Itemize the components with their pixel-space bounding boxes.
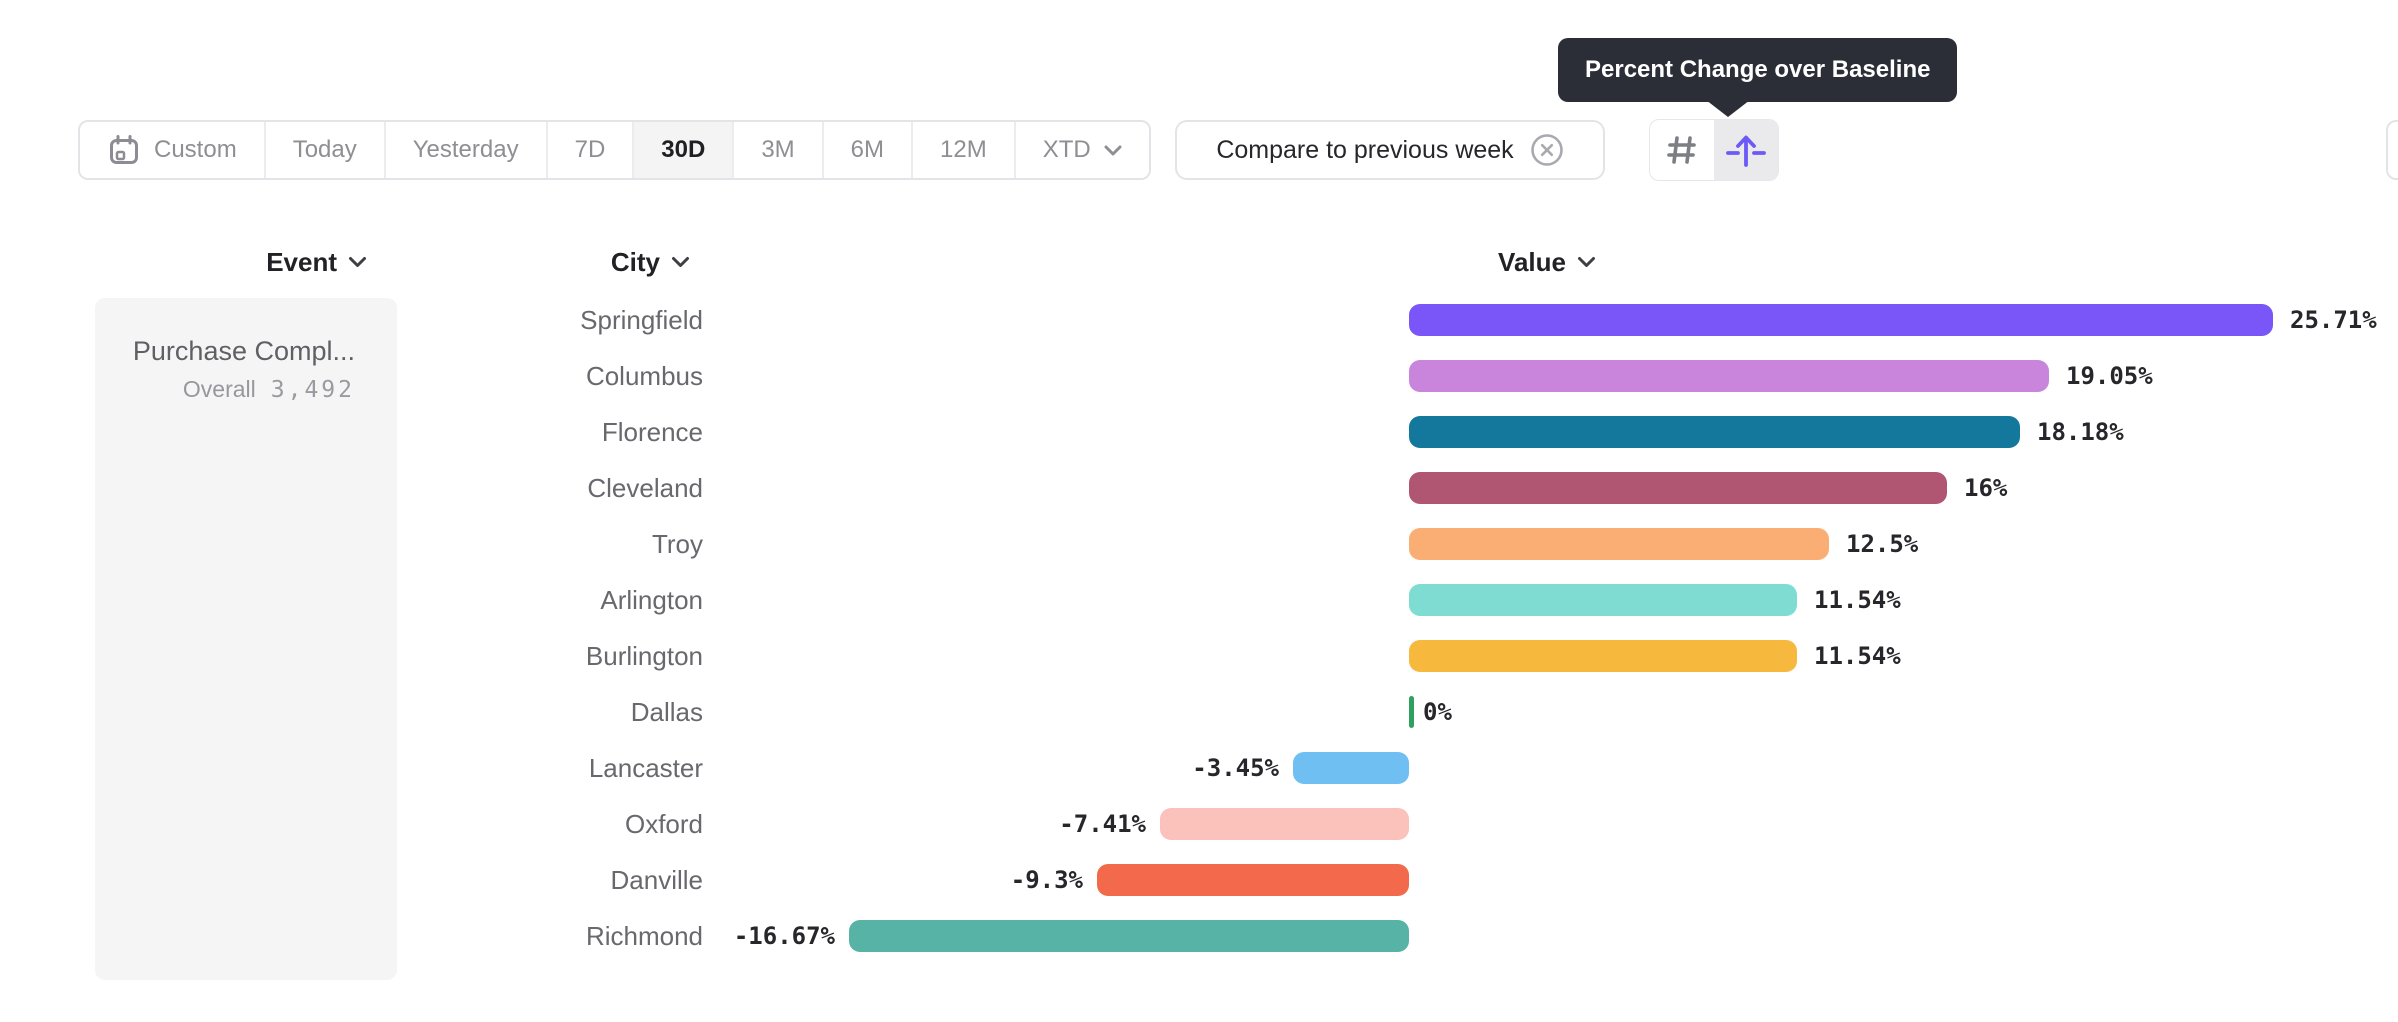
tooltip-percent-change: Percent Change over Baseline xyxy=(1558,38,1958,102)
event-header-label: Event xyxy=(266,246,337,277)
overall-value: 3,492 xyxy=(270,377,355,403)
city-header-label: City xyxy=(610,246,660,277)
city-label: Danville xyxy=(610,865,704,895)
chart-row: Troy 12.5% xyxy=(0,516,2398,572)
date-range-label: 30D xyxy=(661,136,706,163)
overall-label: Overall xyxy=(182,376,256,402)
city-label: Arlington xyxy=(600,585,703,615)
chart-row: Florence 18.18% xyxy=(0,404,2398,460)
city-label: Burlington xyxy=(585,641,703,671)
chart-row: Springfield 25.71% xyxy=(0,292,2398,348)
event-name: Purchase Compl... xyxy=(132,336,355,366)
chart-row: Lancaster -3.45% xyxy=(0,740,2398,796)
date-range-control: Custom Today xyxy=(78,120,1151,180)
value-label: 18.18% xyxy=(2037,418,2124,446)
column-header-value[interactable]: Value xyxy=(1397,245,1697,279)
date-range-label: 6M xyxy=(850,136,884,163)
city-label: Dallas xyxy=(630,697,703,727)
value-label: 19.05% xyxy=(2066,362,2153,390)
date-range-label: 3M xyxy=(761,136,795,163)
value-display-toggle xyxy=(1649,119,1779,181)
chevron-down-icon xyxy=(1577,256,1596,268)
value-label: -9.3% xyxy=(1010,866,1083,894)
column-header-event[interactable]: Event xyxy=(0,245,367,279)
value-bar[interactable] xyxy=(1409,304,2273,336)
value-bar[interactable] xyxy=(1097,864,1409,896)
date-range-6m[interactable]: 6M xyxy=(823,122,913,178)
chart-row: Burlington 11.54% xyxy=(0,628,2398,684)
date-range-today[interactable]: Today xyxy=(265,122,386,178)
date-range-7d[interactable]: 7D xyxy=(547,122,635,178)
compare-pill-label: Compare to previous week xyxy=(1216,135,1514,164)
value-bar[interactable] xyxy=(1409,696,1414,728)
chevron-down-icon xyxy=(348,256,367,268)
date-range-label: 7D xyxy=(574,136,606,163)
date-range-12m[interactable]: 12M xyxy=(913,122,1016,178)
value-bar[interactable] xyxy=(1409,528,1829,560)
edge-clipped-button[interactable] xyxy=(2386,120,2398,180)
city-label: Troy xyxy=(651,529,703,559)
value-label: -7.41% xyxy=(1059,810,1146,838)
toggle-absolute-numbers[interactable] xyxy=(1650,120,1714,180)
date-range-label: Custom xyxy=(154,136,237,163)
chevron-down-icon xyxy=(1104,145,1122,156)
date-range-label: 12M xyxy=(940,136,987,163)
value-bar[interactable] xyxy=(1409,584,1797,616)
date-range-yesterday[interactable]: Yesterday xyxy=(385,122,548,178)
value-label: 16% xyxy=(1964,474,2008,502)
calendar-icon xyxy=(107,133,141,167)
value-label: 11.54% xyxy=(1814,586,1901,614)
date-range-3m[interactable]: 3M xyxy=(734,122,824,178)
value-label: 12.5% xyxy=(1846,530,1919,558)
tooltip-arrow xyxy=(1706,100,1750,117)
city-label: Lancaster xyxy=(588,753,703,783)
city-label: Florence xyxy=(601,417,703,447)
value-bar[interactable] xyxy=(1160,808,1409,840)
value-label: 11.54% xyxy=(1814,642,1901,670)
date-range-label: XTD xyxy=(1042,136,1091,163)
city-label: Oxford xyxy=(624,809,703,839)
toggle-percent-change-baseline[interactable] xyxy=(1714,120,1778,180)
chart-row: Dallas 0% xyxy=(0,684,2398,740)
value-header-label: Value xyxy=(1498,246,1566,277)
remove-compare-icon[interactable] xyxy=(1530,133,1564,167)
date-range-label: Yesterday xyxy=(412,136,519,163)
date-range-xtd[interactable]: XTD xyxy=(1015,122,1149,178)
column-header-city[interactable]: City xyxy=(390,245,690,279)
chart-row: Arlington 11.54% xyxy=(0,572,2398,628)
value-bar[interactable] xyxy=(1409,416,2020,448)
chart-row: Danville -9.3% xyxy=(0,852,2398,908)
date-range-label: Today xyxy=(292,136,357,163)
city-label: Columbus xyxy=(585,361,703,391)
value-bar[interactable] xyxy=(1293,752,1409,784)
city-label: Springfield xyxy=(580,305,703,335)
compare-pill[interactable]: Compare to previous week xyxy=(1175,120,1605,180)
chart-row: Columbus 19.05% xyxy=(0,348,2398,404)
value-bar[interactable] xyxy=(1409,360,2049,392)
chevron-down-icon xyxy=(671,256,690,268)
value-bar[interactable] xyxy=(1409,472,1947,504)
date-range-30d[interactable]: 30D xyxy=(634,122,735,178)
value-label: -16.67% xyxy=(733,922,835,950)
city-label: Richmond xyxy=(585,921,703,951)
event-card[interactable]: Purchase Compl... Overall 3,492 xyxy=(95,298,397,980)
date-range-custom[interactable]: Custom xyxy=(80,122,266,178)
value-label: -3.45% xyxy=(1192,754,1279,782)
number-sign-icon xyxy=(1662,130,1702,170)
baseline-arrow-icon xyxy=(1725,129,1767,171)
value-label: 0% xyxy=(1423,698,1452,726)
city-label: Cleveland xyxy=(587,473,703,503)
chart-row: Oxford -7.41% xyxy=(0,796,2398,852)
value-label: 25.71% xyxy=(2290,306,2377,334)
chart-row: Cleveland 16% xyxy=(0,460,2398,516)
value-bar[interactable] xyxy=(849,920,1409,952)
chart-row: Richmond -16.67% xyxy=(0,908,2398,964)
value-bar[interactable] xyxy=(1409,640,1797,672)
